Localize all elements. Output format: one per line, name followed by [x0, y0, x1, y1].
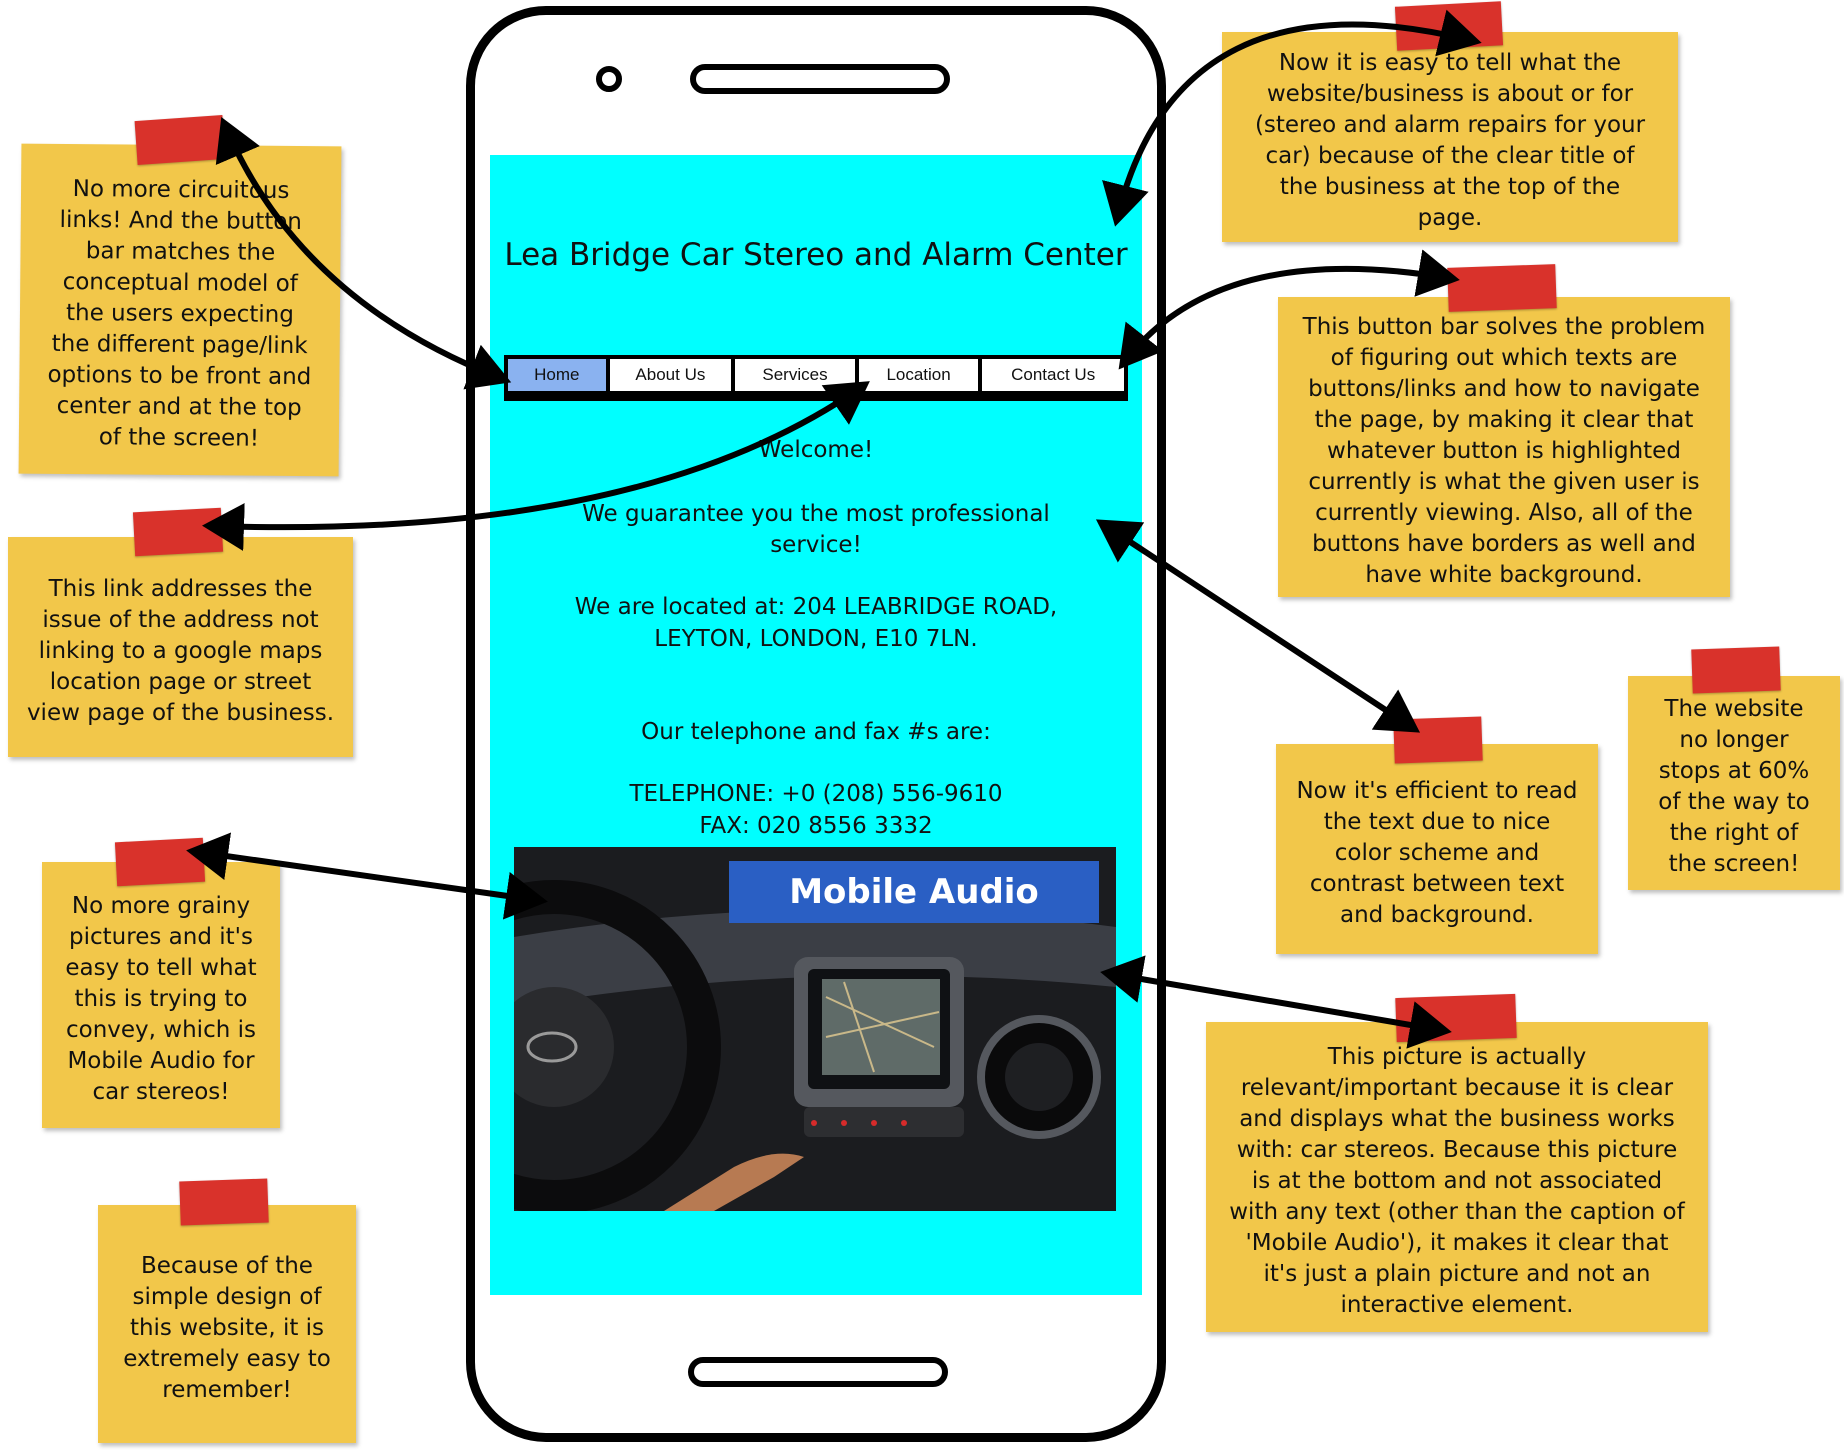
tape-decoration — [1394, 1, 1504, 51]
note-simple-text: Because of the simple design of this web… — [123, 1252, 331, 1403]
button-bar: Home About Us Services Location Contact … — [504, 355, 1128, 395]
guarantee-text: We guarantee you the most professional s… — [582, 501, 1050, 558]
tape-decoration — [1691, 646, 1781, 694]
note-circuitous-text: No more circuitous links! And the button… — [47, 175, 312, 452]
tape-decoration — [134, 114, 226, 166]
tape-decoration — [1395, 993, 1517, 1043]
note-sixty-text: The website no longer stops at 60% of th… — [1658, 696, 1810, 877]
note-grainy-text: No more grainy pictures and it's easy to… — [65, 892, 257, 1105]
car-stereo-photo: Mobile Audio — [514, 847, 1116, 1211]
note-clear-title: Now it is easy to tell what the website/… — [1222, 32, 1678, 242]
note-title-text: Now it is easy to tell what the website/… — [1254, 50, 1646, 231]
tape-decoration — [1447, 264, 1557, 312]
camera-icon — [596, 66, 622, 92]
note-grainy-pictures: No more grainy pictures and it's easy to… — [42, 862, 280, 1128]
address-line-2: LEYTON, LONDON, E10 7LN. — [654, 626, 978, 652]
nav-about-button[interactable]: About Us — [609, 359, 732, 391]
note-location-link: This link addresses the issue of the add… — [8, 537, 353, 757]
note-button-bar: This button bar solves the problem of fi… — [1278, 297, 1730, 597]
tape-decoration — [114, 837, 206, 887]
note-relevant-picture: This picture is actually relevant/import… — [1206, 1022, 1708, 1332]
fax-text: FAX: 020 8556 3332 — [699, 813, 933, 839]
note-button-bar-text: This button bar solves the problem of fi… — [1302, 313, 1706, 588]
home-button — [688, 1357, 948, 1387]
mobile-audio-caption: Mobile Audio — [729, 861, 1099, 923]
note-efficient-text: Now it's efficient to read the text due … — [1296, 777, 1578, 928]
nav-home-button[interactable]: Home — [508, 359, 606, 391]
tape-decoration — [132, 507, 224, 557]
address-line-1: We are located at: 204 LEABRIDGE ROAD, — [574, 594, 1058, 620]
note-circuitous-links: No more circuitous links! And the button… — [18, 143, 342, 477]
nav-location-button[interactable]: Location — [858, 359, 979, 391]
tape-decoration — [179, 1178, 269, 1226]
site-title: Lea Bridge Car Stereo and Alarm Center — [504, 237, 1128, 273]
nav-contact-button[interactable]: Contact Us — [982, 359, 1124, 391]
telephone-text: TELEPHONE: +0 (208) 556-9610 — [629, 781, 1003, 807]
note-location-link-text: This link addresses the issue of the add… — [26, 575, 335, 726]
contact-intro: Our telephone and fax #s are: — [641, 719, 991, 745]
tape-decoration — [1393, 716, 1483, 764]
nav-services-button[interactable]: Services — [735, 359, 855, 391]
note-picture-text: This picture is actually relevant/import… — [1229, 1043, 1685, 1318]
speaker-slot — [690, 64, 950, 94]
note-sixty-percent: The website no longer stops at 60% of th… — [1628, 676, 1840, 890]
welcome-text: Welcome! — [758, 437, 874, 463]
note-efficient-reading: Now it's efficient to read the text due … — [1276, 744, 1598, 954]
note-simple-design: Because of the simple design of this web… — [98, 1205, 356, 1443]
website-screen: Lea Bridge Car Stereo and Alarm Center H… — [490, 155, 1142, 1295]
